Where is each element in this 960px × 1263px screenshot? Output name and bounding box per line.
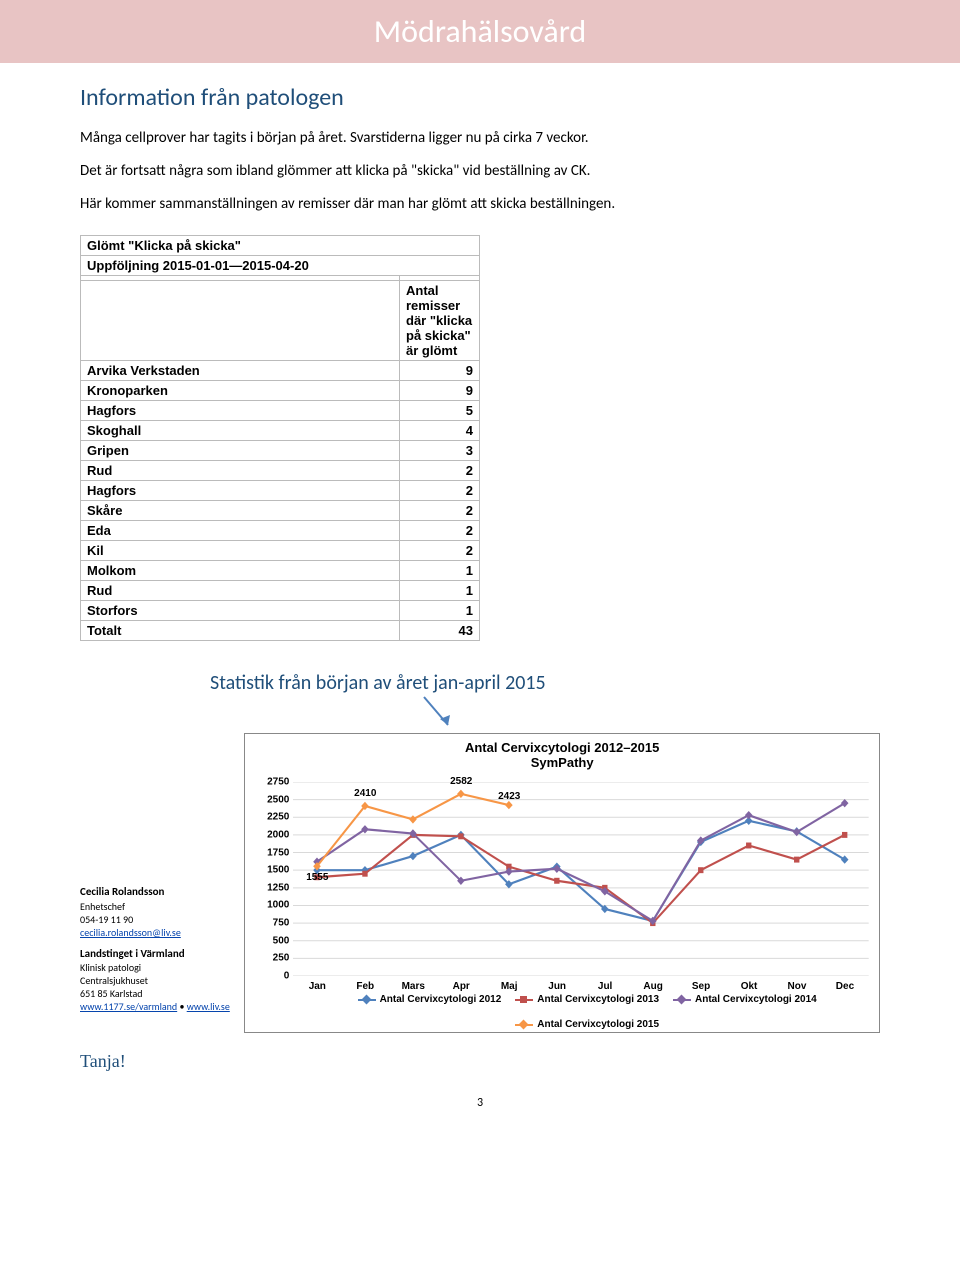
- table-row-value: 4: [400, 421, 480, 441]
- chart-title: Antal Cervixcytologi 2012–2015: [245, 734, 879, 755]
- table-row-label: Eda: [81, 521, 400, 541]
- y-tick: 1750: [267, 847, 289, 858]
- banner-title: Mödrahälsovård: [0, 12, 960, 51]
- y-tick: 750: [273, 918, 290, 929]
- table-row-value: 1: [400, 601, 480, 621]
- y-tick: 2750: [267, 777, 289, 788]
- legend-item: Antal Cervixcytologi 2014: [673, 994, 817, 1005]
- y-tick: 1500: [267, 865, 289, 876]
- x-tick: Jan: [293, 981, 341, 992]
- col-header: Antal remisser där "klicka på skicka" är…: [400, 281, 480, 361]
- para-2: Det är fortsatt några som ibland glömmer…: [80, 161, 880, 182]
- page-number: 3: [80, 1096, 880, 1110]
- table-row-label: Kronoparken: [81, 381, 400, 401]
- table-row-label: Hagfors: [81, 481, 400, 501]
- page-banner: Mödrahälsovård: [0, 0, 960, 63]
- y-tick: 2500: [267, 794, 289, 805]
- summary-table: Glömt "Klicka på skicka" Uppföljning 201…: [80, 235, 880, 641]
- table-row-value: 1: [400, 561, 480, 581]
- table-row-label: Molkom: [81, 561, 400, 581]
- data-label: 2410: [354, 788, 376, 799]
- x-tick: Feb: [341, 981, 389, 992]
- data-label: 1555: [306, 872, 328, 883]
- contact-org: Landstinget i Värmland: [80, 947, 234, 961]
- table-row-label: Skoghall: [81, 421, 400, 441]
- x-tick: Mars: [389, 981, 437, 992]
- y-tick: 2250: [267, 812, 289, 823]
- table-row-value: 2: [400, 461, 480, 481]
- table-row-value: 2: [400, 521, 480, 541]
- table-row-value: 1: [400, 581, 480, 601]
- y-tick: 500: [273, 935, 290, 946]
- table-row-value: 9: [400, 381, 480, 401]
- table-subtitle: Uppföljning 2015-01-01—2015-04-20: [81, 256, 480, 276]
- x-tick: Sep: [677, 981, 725, 992]
- contact-link2[interactable]: www.liv.se: [187, 1000, 230, 1013]
- y-tick: 2000: [267, 829, 289, 840]
- thanks-text: Tanja!: [80, 1051, 880, 1072]
- x-tick: Aug: [629, 981, 677, 992]
- callout-arrow: [80, 695, 880, 725]
- line-chart: Antal Cervixcytologi 2012–2015 SymPathy …: [244, 733, 880, 1033]
- table-row-label: Rud: [81, 581, 400, 601]
- x-tick: Nov: [773, 981, 821, 992]
- stats-heading: Statistik från början av året jan-april …: [210, 671, 880, 695]
- legend-item: Antal Cervixcytologi 2015: [515, 1019, 659, 1030]
- legend-item: Antal Cervixcytologi 2013: [515, 994, 659, 1005]
- x-tick: Okt: [725, 981, 773, 992]
- para-1: Många cellprover har tagits i början på …: [80, 128, 880, 149]
- table-row-label: Skåre: [81, 501, 400, 521]
- x-tick: Jul: [581, 981, 629, 992]
- legend-label: Antal Cervixcytologi 2015: [537, 1019, 659, 1030]
- y-tick: 0: [284, 971, 290, 982]
- table-row-value: 2: [400, 481, 480, 501]
- table-row-label: Kil: [81, 541, 400, 561]
- contact-email-link[interactable]: cecilia.rolandsson@liv.se: [80, 926, 181, 939]
- contact-hospital: Centralsjukhuset: [80, 974, 234, 987]
- x-tick: Jun: [533, 981, 581, 992]
- y-tick: 1250: [267, 882, 289, 893]
- para-3: Här kommer sammanställningen av remisser…: [80, 194, 880, 215]
- legend-label: Antal Cervixcytologi 2014: [695, 994, 817, 1005]
- contact-dept: Klinisk patologi: [80, 961, 234, 974]
- table-row-label: Storfors: [81, 601, 400, 621]
- table-row-value: 9: [400, 361, 480, 381]
- table-row-value: 2: [400, 501, 480, 521]
- total-value: 43: [400, 621, 480, 641]
- section-heading: Information från patologen: [80, 83, 880, 112]
- table-row-value: 5: [400, 401, 480, 421]
- contact-role: Enhetschef: [80, 900, 234, 913]
- contact-block: Cecilia Rolandsson Enhetschef 054-19 11 …: [80, 885, 234, 1033]
- y-tick: 250: [273, 953, 290, 964]
- x-tick: Dec: [821, 981, 869, 992]
- data-label: 2582: [450, 776, 472, 787]
- y-tick: 1000: [267, 900, 289, 911]
- data-label: 2423: [498, 791, 520, 802]
- legend-label: Antal Cervixcytologi 2012: [380, 994, 502, 1005]
- contact-phone: 054-19 11 90: [80, 913, 234, 926]
- x-tick: Maj: [485, 981, 533, 992]
- table-row-label: Arvika Verkstaden: [81, 361, 400, 381]
- table-row-value: 2: [400, 541, 480, 561]
- legend-label: Antal Cervixcytologi 2013: [537, 994, 659, 1005]
- table-row-label: Rud: [81, 461, 400, 481]
- legend-item: Antal Cervixcytologi 2012: [358, 994, 502, 1005]
- contact-addr: 651 85 Karlstad: [80, 987, 234, 1000]
- table-row-label: Gripen: [81, 441, 400, 461]
- x-tick: Apr: [437, 981, 485, 992]
- table-row-label: Hagfors: [81, 401, 400, 421]
- total-label: Totalt: [81, 621, 400, 641]
- chart-subtitle: SymPathy: [245, 755, 879, 770]
- contact-link1[interactable]: www.1177.se/varmland: [80, 1000, 177, 1013]
- contact-name: Cecilia Rolandsson: [80, 885, 234, 899]
- table-title: Glömt "Klicka på skicka": [81, 236, 480, 256]
- table-row-value: 3: [400, 441, 480, 461]
